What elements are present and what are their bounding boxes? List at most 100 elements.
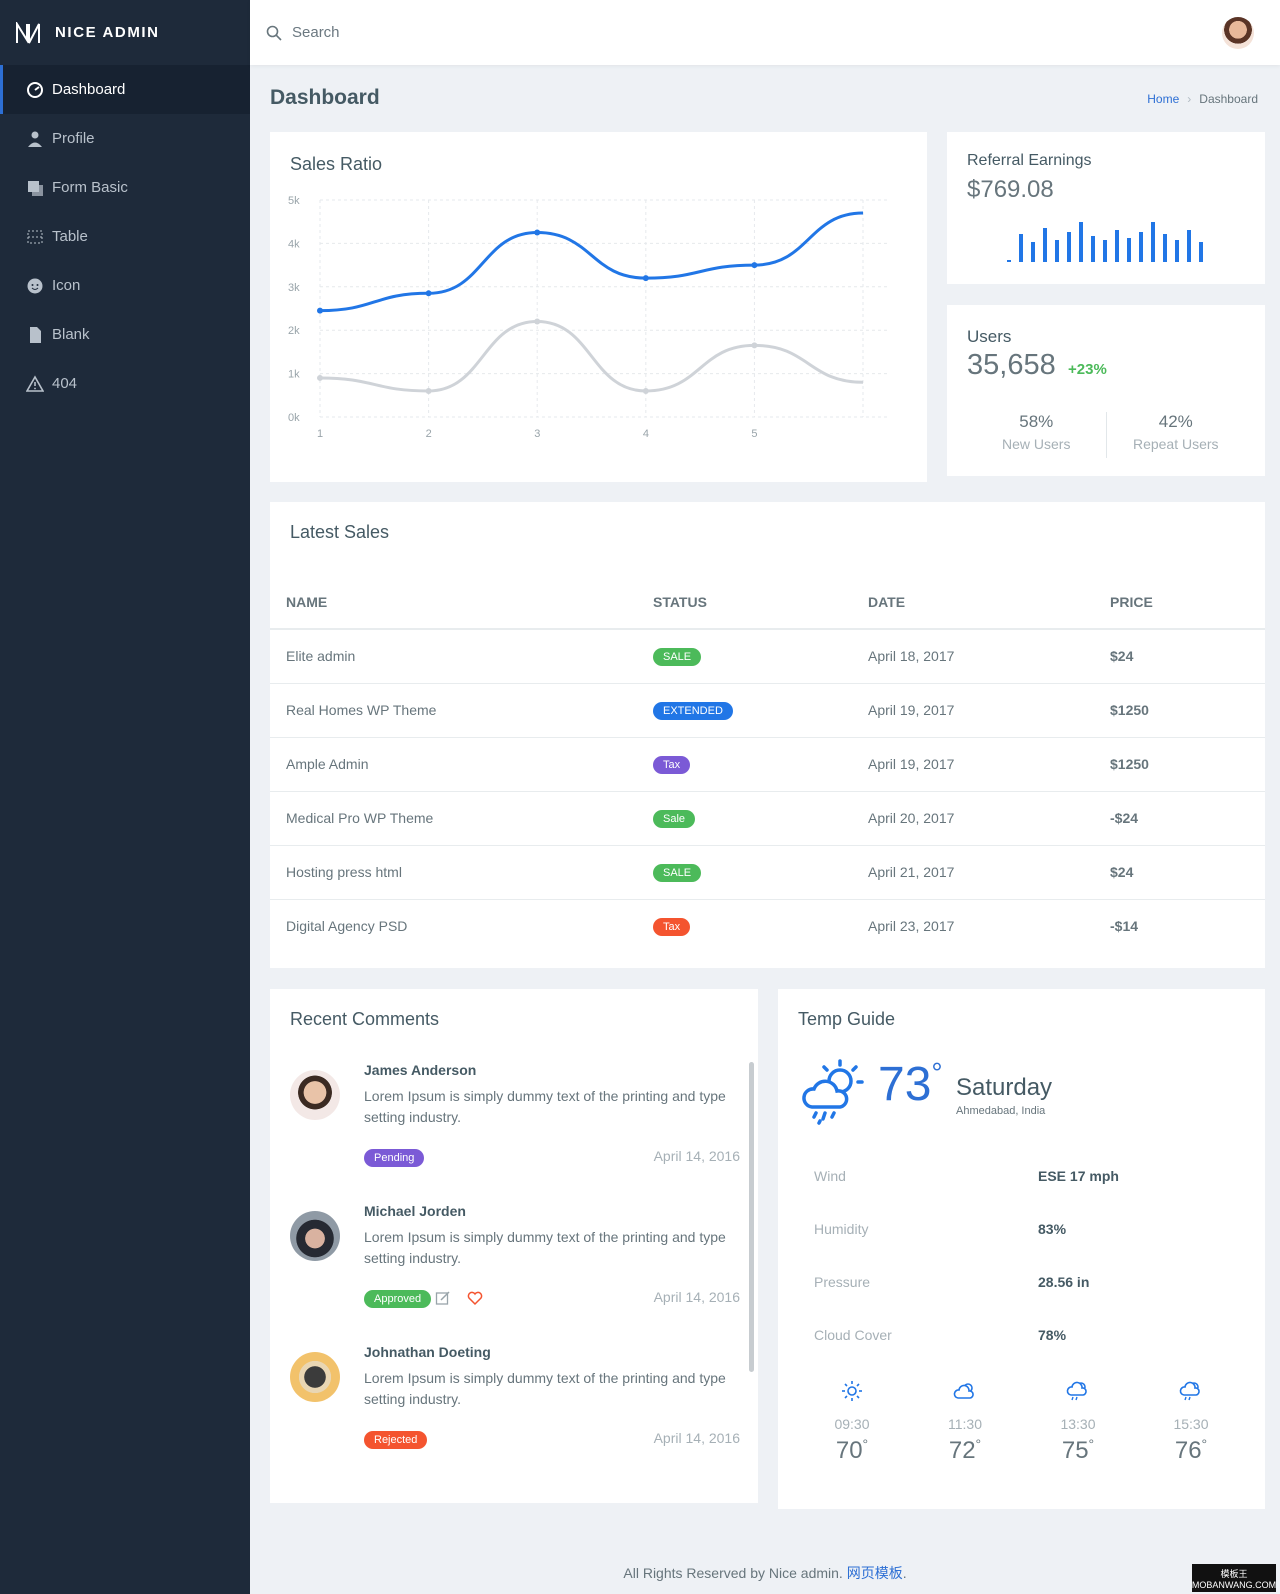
sidebar-item-profile[interactable]: Profile	[0, 114, 250, 163]
referral-bar	[1091, 236, 1095, 262]
column-header[interactable]: NAME	[270, 575, 637, 630]
product-name: Digital Agency PSD	[286, 918, 408, 935]
breadcrumb-home-link[interactable]: Home	[1147, 92, 1180, 106]
referral-bar	[1139, 232, 1143, 262]
table-row[interactable]: Elite admin SALE April 18, 2017 $24	[270, 629, 1265, 684]
sidebar-item-blank[interactable]: Blank	[0, 310, 250, 359]
data-point	[751, 342, 758, 349]
alert-icon	[26, 374, 44, 393]
comment-date: April 14, 2016	[653, 1289, 740, 1305]
sidebar-item-form-basic[interactable]: Form Basic	[0, 163, 250, 212]
comment-item[interactable]: Johnathan Doeting Lorem Ipsum is simply d…	[290, 1344, 740, 1464]
comment-item[interactable]: Michael Jorden Lorem Ipsum is simply dumm…	[290, 1203, 740, 1323]
forecast-temp: 75°	[1038, 1436, 1118, 1465]
forecast-temp-value: 75	[1061, 1437, 1089, 1464]
referral-value: $769.08	[967, 176, 1054, 203]
referral-bar	[1079, 222, 1083, 262]
degree-symbol: °	[862, 1436, 869, 1452]
weather-forecast: 09:30 70° 11:30 72° 13:30 75° 15:30 76°	[798, 1379, 1245, 1465]
comment-item[interactable]: James Anderson Lorem Ipsum is simply dumm…	[290, 1062, 740, 1182]
weather-detail-label: Wind	[814, 1167, 846, 1184]
weather-detail-value: 28.56 in	[1038, 1273, 1090, 1290]
referral-bar	[1043, 228, 1047, 262]
referral-bar	[1007, 260, 1011, 262]
rain-sun-icon	[1179, 1381, 1203, 1407]
sale-date: April 19, 2017	[852, 683, 1094, 738]
repeat-users-pct: 42%	[1158, 412, 1193, 431]
sidebar-item-dashboard[interactable]: Dashboard	[0, 65, 250, 114]
product-name: Ample Admin	[270, 737, 637, 792]
users-card: Users 35,658 +23% 58% New Users 42% Repe…	[947, 305, 1265, 476]
weather-location: Ahmedabad, India	[956, 1105, 1046, 1117]
sidebar-item-table[interactable]: Table	[0, 212, 250, 261]
sale-price: $1250	[1094, 737, 1265, 792]
comment-text: Lorem Ipsum is simply dummy text of the …	[364, 1229, 726, 1266]
edit-icon[interactable]	[435, 1290, 451, 1311]
sidebar-item-icon[interactable]: Icon	[0, 261, 250, 310]
referral-bar	[1055, 240, 1059, 262]
sun-icon	[840, 1381, 864, 1407]
comment-author: Johnathan Doeting	[364, 1344, 491, 1360]
table-row[interactable]: Hosting press html SALE April 21, 2017 $24	[270, 845, 1265, 900]
brand[interactable]: NICE ADMIN	[0, 0, 250, 65]
sale-date: April 23, 2017	[868, 918, 955, 935]
recent-comments-card: Recent Comments James Anderson Lorem Ipsu…	[270, 989, 758, 1503]
status-badge: Sale	[653, 809, 696, 828]
table-header-row: NAME STATUS DATE PRICE	[270, 575, 1265, 630]
recent-comments-title: Recent Comments	[290, 1009, 440, 1029]
table-row[interactable]: Ample Admin Tax April 19, 2017 $1250	[270, 737, 1265, 792]
status-badge: EXTENDED	[653, 701, 733, 720]
weather-detail-row: Humidity 83%	[814, 1202, 1234, 1255]
heart-icon[interactable]	[467, 1290, 483, 1311]
users-label: Users	[967, 327, 1012, 346]
search-input[interactable]	[292, 24, 592, 41]
comment-author: James Anderson	[364, 1062, 477, 1078]
sale-price: -$14	[1110, 918, 1139, 935]
data-point	[642, 275, 649, 282]
sale-date: April 21, 2017	[852, 845, 1094, 900]
sidebar-item-404[interactable]: 404	[0, 359, 250, 408]
comment-text: Lorem Ipsum is simply dummy text of the …	[364, 1088, 726, 1125]
footer-link[interactable]: 网页模板	[846, 1565, 903, 1581]
referral-bar	[1151, 222, 1155, 262]
x-tick-label: 5	[751, 428, 757, 440]
x-tick-label: 1	[317, 428, 323, 440]
referral-bar	[1127, 238, 1131, 262]
file-icon	[26, 326, 44, 344]
breadcrumb-current: Dashboard	[1199, 92, 1258, 106]
referral-earnings-card: Referral Earnings $769.08	[947, 132, 1265, 284]
sale-price: $24	[1094, 629, 1265, 684]
status-badge: SALE	[653, 647, 702, 666]
table-row[interactable]: Digital Agency PSD Tax April 23, 2017 -$14	[270, 899, 1265, 953]
latest-sales-table: NAME STATUS DATE PRICE Elite admin SALE April…	[270, 575, 1265, 953]
table-icon	[26, 228, 44, 246]
topbar	[250, 0, 1280, 65]
weather-detail-label: Humidity	[814, 1220, 869, 1237]
watermark-line1: 模板王	[1220, 1568, 1248, 1579]
column-header[interactable]: DATE	[852, 575, 1094, 630]
weather-details: Wind ESE 17 mph Humidity 83% Pressure 28.56 i…	[814, 1149, 1234, 1361]
column-header[interactable]: STATUS	[637, 575, 852, 630]
forecast-temp: 72°	[925, 1436, 1005, 1465]
status-cell: SALE	[637, 629, 852, 684]
status-cell: SALE	[637, 845, 852, 900]
comment-text: Lorem Ipsum is simply dummy text of the …	[364, 1370, 726, 1407]
sale-date: April 18, 2017	[852, 629, 1094, 684]
product-name: Hosting press html	[270, 845, 637, 900]
referral-bar	[1199, 242, 1203, 262]
sale-date: April 19, 2017	[852, 737, 1094, 792]
user-avatar[interactable]	[1222, 17, 1254, 49]
forecast-temp: 76°	[1151, 1436, 1231, 1465]
y-tick-label: 0k	[288, 412, 300, 424]
comments-scrollbar[interactable]	[749, 1062, 754, 1372]
latest-sales-title: Latest Sales	[290, 522, 390, 542]
table-row[interactable]: Real Homes WP Theme EXTENDED April 19, 201…	[270, 683, 1265, 738]
referral-bar	[1175, 240, 1179, 262]
sale-price: $1250	[1094, 683, 1265, 738]
search-icon[interactable]	[266, 25, 282, 41]
sale-date: April 20, 2017	[852, 791, 1094, 846]
chevron-right-icon: ›	[1187, 92, 1192, 106]
sales-ratio-card: Sales Ratio 5k 4k 3k 2k 1k 0k 1 2 3 4 5	[270, 132, 927, 482]
column-header[interactable]: PRICE	[1094, 575, 1265, 630]
table-row[interactable]: Medical Pro WP Theme Sale April 20, 2017 -$…	[270, 791, 1265, 846]
